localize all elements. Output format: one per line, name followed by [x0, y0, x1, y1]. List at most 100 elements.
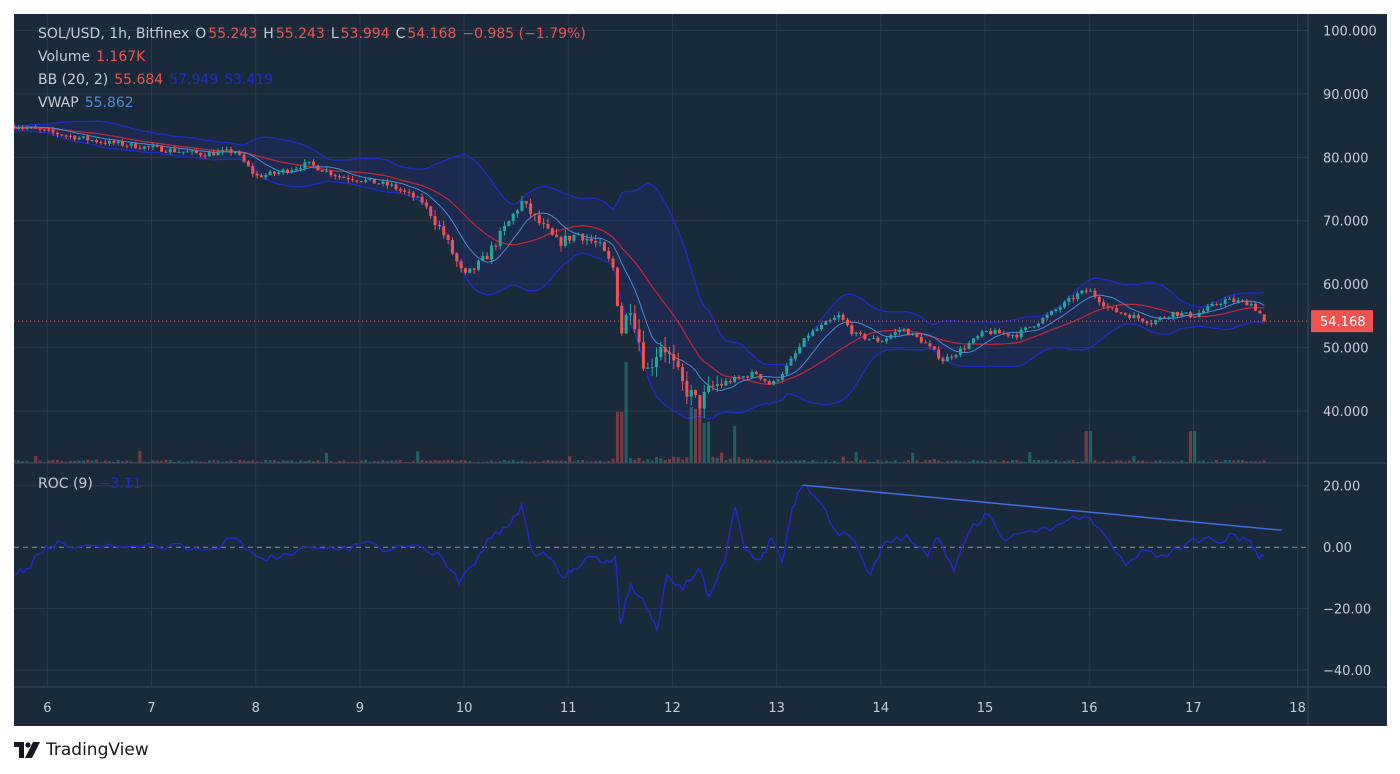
- chart-canvas[interactable]: 100.000 90.000 80.000 70.000 60.000 50.000 40.…: [14, 14, 1387, 726]
- symbol-label[interactable]: SOL/USD, 1h, Bitfinex: [38, 26, 190, 42]
- candle-body: [1102, 302, 1106, 307]
- volume-bar: [485, 461, 489, 463]
- volume-bar: [1037, 459, 1041, 463]
- volume-bar: [767, 460, 771, 463]
- volume-bar: [346, 461, 350, 463]
- candle-body: [885, 338, 889, 342]
- volume-bar: [1214, 460, 1218, 463]
- candle-body: [498, 230, 502, 246]
- volume-bar: [1245, 461, 1249, 463]
- volume-bar: [246, 460, 250, 463]
- volume-bar: [190, 460, 194, 463]
- candle-body: [14, 125, 16, 129]
- candle-body: [811, 330, 815, 336]
- volume-bar: [1041, 460, 1045, 463]
- volume-bar: [1063, 461, 1067, 463]
- volume-bar: [676, 457, 680, 463]
- volume-bar: [702, 423, 706, 463]
- volume-bar: [1228, 460, 1232, 463]
- open-value: 55.243: [208, 26, 258, 42]
- candle-body: [954, 354, 958, 358]
- candle-body: [976, 336, 980, 339]
- volume-bar: [811, 459, 815, 463]
- volume-bar: [1058, 461, 1062, 463]
- bb-legend[interactable]: BB (20, 2) 55.684 57.949 53.419: [38, 72, 279, 88]
- candle-body: [99, 142, 103, 144]
- candle-body: [507, 221, 511, 227]
- volume-bar: [86, 459, 90, 463]
- candle-body: [555, 234, 559, 238]
- candle-body: [481, 256, 485, 261]
- volume-bar: [1136, 460, 1140, 463]
- candle-body: [147, 146, 151, 148]
- volume-legend[interactable]: Volume 1.167K: [38, 49, 151, 65]
- candle-body: [1097, 296, 1101, 303]
- volume-bar: [672, 456, 676, 463]
- volume-bar: [329, 461, 333, 463]
- vwap-label: VWAP: [38, 95, 79, 111]
- candle-body: [615, 267, 619, 306]
- candle-body: [472, 268, 476, 270]
- volume-bar: [1093, 460, 1097, 463]
- volume-bar: [954, 460, 958, 463]
- volume-bar: [411, 461, 415, 463]
- volume-bar: [615, 411, 619, 463]
- volume-bar: [976, 460, 980, 463]
- candle-body: [281, 169, 285, 173]
- time-tick-label: 6: [43, 701, 51, 716]
- candle-body: [989, 330, 993, 335]
- candle-body: [160, 146, 164, 152]
- roc-label: ROC (9): [38, 476, 93, 492]
- candle-body: [776, 379, 780, 381]
- volume-bar: [724, 460, 728, 463]
- candle-body: [364, 179, 368, 182]
- vwap-legend[interactable]: VWAP 55.862: [38, 95, 140, 111]
- candle-body: [681, 367, 685, 382]
- candle-body: [246, 161, 250, 167]
- candle-body: [1141, 318, 1145, 322]
- candle-body: [490, 245, 494, 260]
- volume-bar: [446, 460, 450, 463]
- volume-bar: [746, 458, 750, 463]
- candle-body: [533, 213, 537, 216]
- candle-body: [971, 338, 975, 344]
- candle-body: [789, 358, 793, 366]
- bb-lower-value: 53.419: [224, 72, 274, 88]
- candle-body: [993, 329, 997, 335]
- candle-body: [602, 242, 606, 251]
- volume-bar: [945, 460, 949, 463]
- low-label: L: [330, 26, 339, 42]
- chart-container[interactable]: 100.000 90.000 80.000 70.000 60.000 50.000 40.…: [14, 14, 1387, 726]
- candle-body: [220, 150, 224, 152]
- volume-bar: [854, 451, 858, 463]
- candle-body: [1232, 298, 1236, 303]
- volume-bar: [780, 460, 784, 463]
- volume-bar: [194, 461, 198, 463]
- volume-bar: [437, 460, 441, 463]
- candle-body: [1032, 326, 1036, 328]
- candle-body: [190, 150, 194, 152]
- candle-body: [1010, 334, 1014, 336]
- volume-bar: [832, 460, 836, 463]
- candle-body: [1162, 317, 1166, 319]
- roc-legend[interactable]: ROC (9) −3.11: [38, 476, 148, 492]
- time-tick-label: 11: [560, 701, 577, 716]
- price-tick-label: 80.000: [1323, 151, 1369, 166]
- candle-body: [1136, 315, 1140, 319]
- brand[interactable]: TradingView: [14, 738, 149, 762]
- candle-body: [1219, 303, 1223, 305]
- brand-name: TradingView: [46, 740, 149, 760]
- volume-bar: [707, 421, 711, 463]
- candle-body: [1128, 314, 1132, 319]
- volume-bar: [394, 460, 398, 463]
- candle-body: [390, 184, 394, 186]
- volume-bar: [359, 460, 363, 463]
- candle-body: [733, 376, 737, 383]
- candle-body: [984, 330, 988, 332]
- candle-body: [1019, 329, 1023, 338]
- candle-body: [724, 380, 728, 386]
- volume-bar: [641, 461, 645, 463]
- candle-body: [741, 376, 745, 378]
- bb-basis-value: 55.684: [114, 72, 164, 88]
- candle-body: [1241, 300, 1245, 302]
